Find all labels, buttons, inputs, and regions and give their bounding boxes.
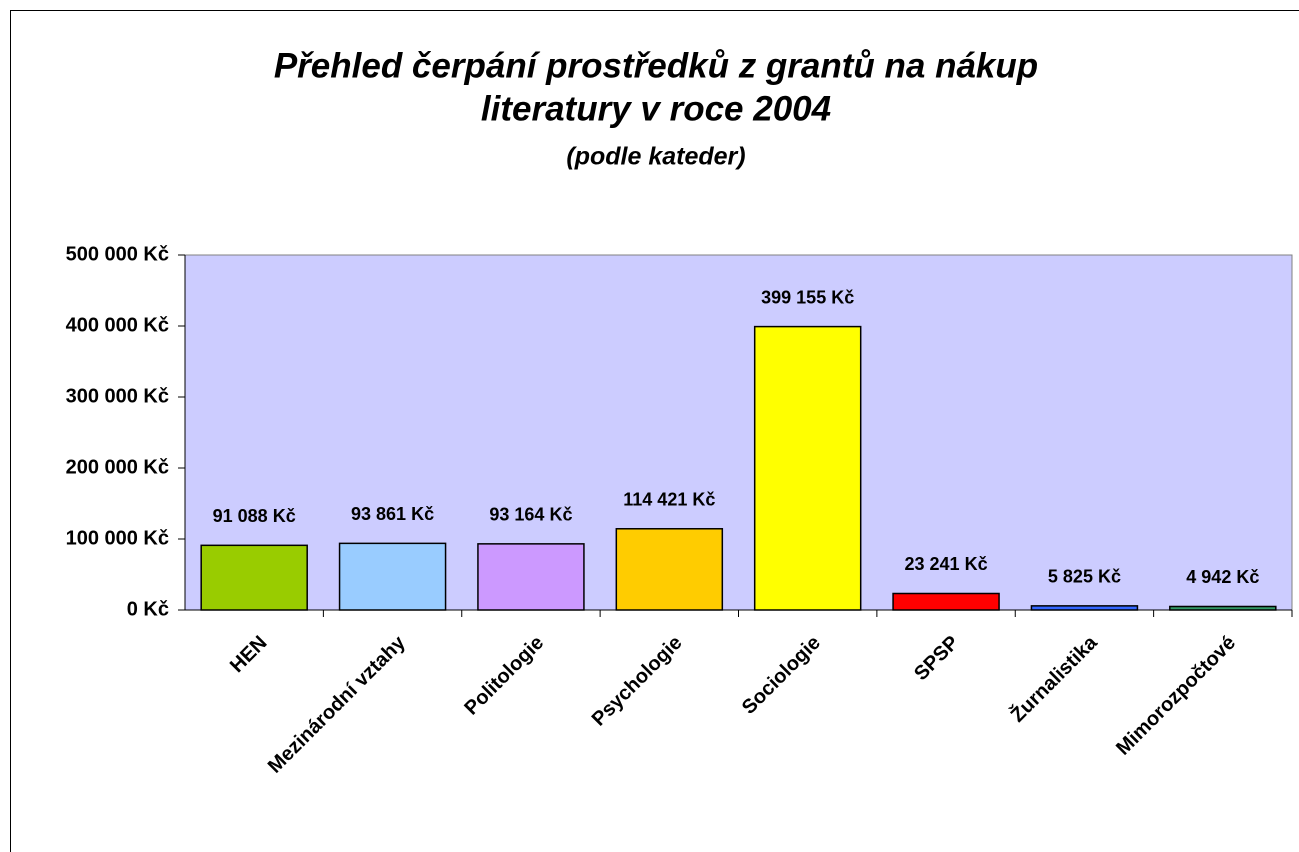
- bar: [338, 542, 447, 611]
- bar: [753, 325, 862, 611]
- bar: [200, 544, 308, 611]
- chart-title: Přehled čerpání prostředků z grantů na n…: [274, 46, 1038, 85]
- x-tick-label: Mezinárodní vztahy: [264, 631, 411, 778]
- x-tick-label: Psychologie: [588, 632, 687, 731]
- value-label: 91 088 Kč: [213, 506, 296, 526]
- value-label: 23 241 Kč: [905, 554, 988, 574]
- y-tick-label: 500 000 Kč: [66, 243, 169, 265]
- x-tick-label: HEN: [226, 632, 271, 677]
- value-label: 114 421 Kč: [623, 490, 715, 510]
- value-label: 93 164 Kč: [489, 505, 572, 525]
- value-label: 399 155 Kč: [761, 287, 854, 307]
- y-tick-label: 100 000 Kč: [66, 527, 169, 549]
- y-tick-label: 300 000 Kč: [66, 385, 169, 407]
- y-tick-label: 200 000 Kč: [66, 456, 169, 478]
- bar: [477, 543, 585, 611]
- chart-title: literatury v roce 2004: [481, 89, 831, 128]
- value-label: 5 825 Kč: [1048, 567, 1121, 587]
- x-tick-label: Politologie: [460, 632, 548, 720]
- y-tick-label: 400 000 Kč: [66, 314, 169, 336]
- x-tick-label: Mimorozpočtové: [1112, 632, 1240, 760]
- bar: [892, 592, 1000, 611]
- bar: [1030, 605, 1139, 611]
- value-label: 4 942 Kč: [1186, 567, 1259, 587]
- chart-frame: [10, 10, 1299, 852]
- x-tick-label: Sociologie: [738, 632, 825, 719]
- bar: [1169, 605, 1277, 611]
- x-tick-label: SPSP: [910, 632, 963, 685]
- y-tick-label: 0 Kč: [127, 598, 169, 620]
- chart-subtitle: (podle kateder): [566, 143, 745, 171]
- x-tick-label: Žurnalistika: [1005, 630, 1102, 727]
- bar: [615, 528, 724, 611]
- value-label: 93 861 Kč: [351, 504, 434, 524]
